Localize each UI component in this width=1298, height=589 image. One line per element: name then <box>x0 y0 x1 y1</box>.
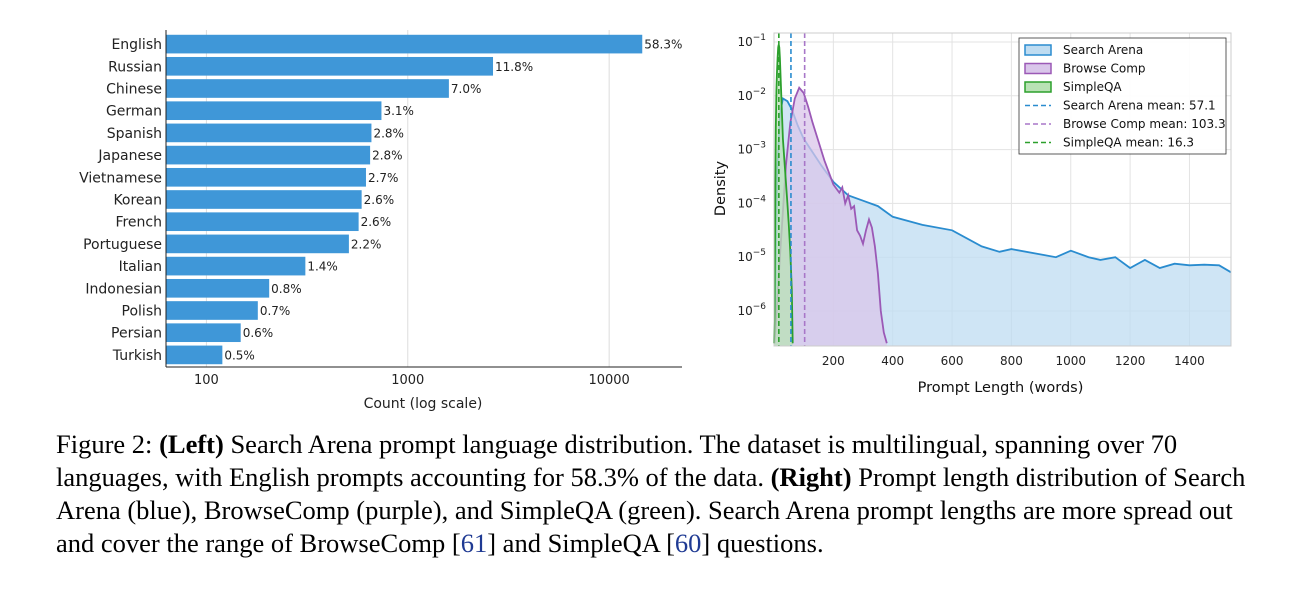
data-label: 3.1% <box>383 104 414 118</box>
x-tick-label: 600 <box>941 354 964 368</box>
plot-frame <box>773 32 1232 347</box>
bar-spanish <box>166 123 372 143</box>
bar-german <box>166 101 382 121</box>
legend-label: Search Arena mean: 57.1 <box>1063 99 1216 113</box>
line-browse-comp <box>773 85 888 344</box>
bar-russian <box>166 56 494 76</box>
category-label: Chinese <box>106 82 162 98</box>
caption-left-label: (Left) <box>159 429 224 459</box>
bar-japanese <box>166 145 371 165</box>
category-label: French <box>115 215 162 231</box>
bar-chinese <box>166 79 449 98</box>
bar-indonesian <box>166 278 270 298</box>
x-tick-label: 800 <box>1000 354 1023 368</box>
bar-portuguese <box>166 234 349 254</box>
legend-label: SimpleQA mean: 16.3 <box>1063 136 1194 150</box>
x-tick-label: 1400 <box>1174 354 1205 368</box>
legend-swatch <box>1024 44 1052 56</box>
data-label: 2.8% <box>373 126 404 140</box>
category-label: Korean <box>113 193 162 209</box>
y-tick-label: 10−5 <box>737 248 766 264</box>
language-bar-chart: 100 1000 10000 English 58.3% Russian 11.8% Chin… <box>79 30 682 412</box>
caption-part4: ] questions. <box>701 528 824 558</box>
legend-box <box>1018 37 1227 155</box>
bar-polish <box>166 301 258 320</box>
data-label: 11.8% <box>495 60 533 74</box>
caption-right-label: (Right) <box>770 462 852 492</box>
data-label: 0.8% <box>271 282 302 296</box>
citation-60[interactable]: 60 <box>674 528 702 558</box>
area-search-arena <box>774 98 1231 346</box>
data-label: 2.8% <box>372 149 403 163</box>
category-label: Spanish <box>107 126 162 142</box>
data-label: 2.7% <box>368 171 399 185</box>
bar-english <box>166 34 643 54</box>
x-tick-label: 200 <box>822 354 845 368</box>
legend-label: SimpleQA <box>1063 80 1122 94</box>
bar-korean <box>166 190 362 209</box>
data-label: 0.5% <box>224 348 255 362</box>
figure-caption: Figure 2: (Left) Search Arena prompt lan… <box>56 428 1246 560</box>
y-tick-label: 10−1 <box>737 33 766 49</box>
bar-vietnamese <box>166 167 366 187</box>
x-tick-label: 1000 <box>1055 354 1086 368</box>
bar-turkish <box>166 345 223 365</box>
y-tick-label: 10−6 <box>737 302 766 318</box>
y-tick-label: 10−4 <box>737 194 766 210</box>
legend-label: Browse Comp <box>1063 62 1146 76</box>
data-label: 0.7% <box>260 304 291 318</box>
category-label: German <box>106 104 162 120</box>
data-label: 7.0% <box>451 82 482 96</box>
x-tick-label: 400 <box>881 354 904 368</box>
legend-label: Browse Comp mean: 103.3 <box>1063 117 1226 131</box>
category-label: Indonesian <box>85 281 162 297</box>
legend-label: Search Arena <box>1063 43 1143 57</box>
x-tick-label: 1200 <box>1115 354 1146 368</box>
citation-61[interactable]: 61 <box>460 528 488 558</box>
category-label: Polish <box>122 304 162 320</box>
x-axis-title: Count (log scale) <box>364 396 483 412</box>
data-label: 2.2% <box>351 237 382 251</box>
caption-part3: ] and SimpleQA [ <box>487 528 675 558</box>
category-label: Japanese <box>97 148 162 164</box>
data-label: 2.6% <box>361 215 392 229</box>
bar-french <box>166 212 359 232</box>
y-tick-label: 10−2 <box>737 87 766 103</box>
data-label: 58.3% <box>644 38 682 52</box>
category-label: Turkish <box>112 348 162 364</box>
x-tick-label: 10000 <box>588 373 629 388</box>
category-label: Russian <box>108 59 162 75</box>
data-label: 2.6% <box>364 193 395 207</box>
prompt-length-density-chart: 200 400 600 800 1000 1200 1400 10−1 10−2 10−3 10−4… <box>713 32 1232 396</box>
category-label: English <box>111 37 162 53</box>
area-simpleqa <box>774 44 793 346</box>
legend-swatch <box>1024 81 1052 93</box>
category-label: Vietnamese <box>79 170 162 186</box>
x-tick-label: 1000 <box>391 373 424 388</box>
x-tick-label: 100 <box>194 373 219 388</box>
category-label: Portuguese <box>83 237 162 253</box>
bar-italian <box>166 256 306 276</box>
y-axis-title: Density <box>713 161 729 217</box>
caption-part2: Prompt length distribution of Search Are… <box>56 462 1246 558</box>
data-label: 0.6% <box>243 326 274 340</box>
bar-persian <box>166 323 241 343</box>
legend-swatch <box>1024 62 1052 75</box>
caption-prefix: Figure 2: <box>56 429 160 459</box>
y-tick-label: 10−3 <box>737 141 766 157</box>
caption-part1: Search Arena prompt language distributio… <box>56 429 1178 492</box>
category-label: Persian <box>111 326 162 342</box>
line-simpleqa <box>773 44 794 344</box>
x-axis-title: Prompt Length (words) <box>918 380 1084 396</box>
category-label: Italian <box>119 259 162 275</box>
area-browse-comp <box>774 87 887 346</box>
data-label: 1.4% <box>307 260 338 274</box>
